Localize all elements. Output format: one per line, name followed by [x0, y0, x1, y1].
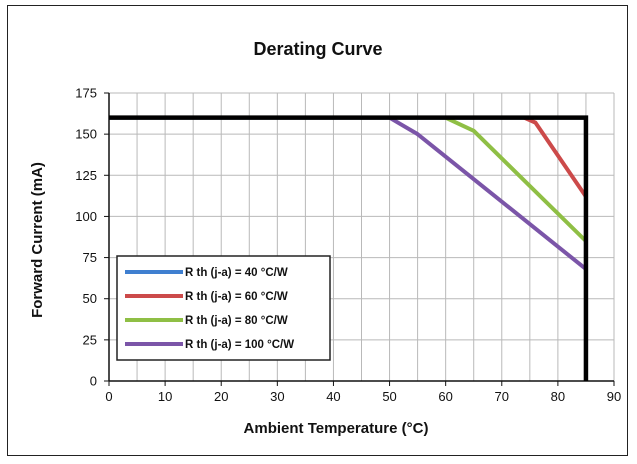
legend: R th (j-a) = 40 °C/W R th (j-a) = 60 °C/W…: [116, 255, 331, 361]
tick-labels: 0 10 20 30 40 50 60 70 80 90 0 25 50 75 100 125 150 175: [75, 86, 621, 405]
y-tick-label: 150: [75, 127, 97, 142]
legend-label-3: R th (j-a) = 80 °C/W: [185, 315, 288, 327]
y-tick-label: 25: [83, 332, 97, 347]
series-line-2: [523, 115, 588, 198]
x-tick-label: 30: [270, 389, 284, 404]
x-tick-label: 90: [607, 389, 621, 404]
y-axis-label: Forward Current (mA): [29, 162, 46, 318]
x-axis-label: Ambient Temperature (°C): [244, 420, 429, 437]
limit-line: [109, 115, 589, 381]
legend-label-2: R th (j-a) = 60 °C/W: [185, 291, 288, 303]
chart-title: Derating Curve: [253, 39, 382, 59]
x-tick-label: 60: [438, 389, 452, 404]
x-tick-label: 70: [495, 389, 509, 404]
x-tick-label: 50: [382, 389, 396, 404]
series-line-4: [388, 115, 588, 271]
x-tick-label: 0: [105, 389, 112, 404]
series-line-3: [444, 115, 588, 243]
x-tick-label: 80: [551, 389, 565, 404]
y-tick-label: 75: [83, 250, 97, 265]
legend-label-1: R th (j-a) = 40 °C/W: [185, 267, 288, 279]
y-tick-label: 100: [75, 209, 97, 224]
y-tick-label: 0: [90, 374, 97, 389]
y-tick-label: 125: [75, 168, 97, 183]
x-tick-label: 20: [214, 389, 228, 404]
series-lines: [109, 115, 588, 271]
y-tick-label: 175: [75, 86, 97, 101]
x-tick-label: 10: [158, 389, 172, 404]
axes: [104, 92, 615, 386]
legend-label-4: R th (j-a) = 100 °C/W: [185, 339, 294, 351]
limit-polyline: [109, 115, 589, 381]
x-tick-label: 40: [326, 389, 340, 404]
y-tick-label: 50: [83, 291, 97, 306]
